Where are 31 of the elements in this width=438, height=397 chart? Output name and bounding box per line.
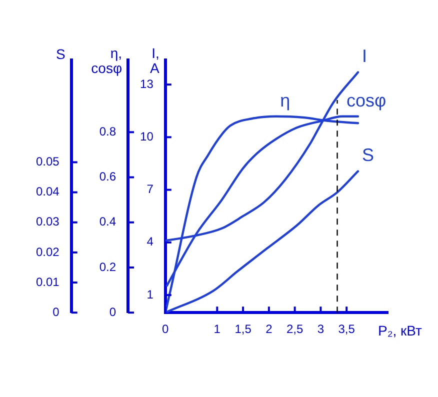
x-tick-label: 0	[162, 322, 170, 336]
y3-tick-label: 0	[52, 304, 60, 319]
y-tick-label: 1	[146, 287, 154, 302]
y-tick-label: 13	[140, 76, 154, 91]
x-tick-label: 2	[266, 322, 273, 336]
y-tick-label: 7	[146, 182, 154, 196]
x-tick-label: 2,5	[286, 322, 304, 336]
y2-tick-label: 0	[109, 304, 116, 319]
y2-tick-label: 0.4	[99, 214, 116, 229]
y3-tick-label: 0.04	[36, 184, 60, 199]
y2-axis-title: η, cosφ	[91, 44, 122, 76]
y-axis-title: I, A	[150, 44, 160, 76]
y2-tick-label: 0.2	[99, 260, 116, 274]
y3-tick-label: 0.01	[36, 274, 60, 289]
y3-tick-label: 0.03	[36, 214, 60, 229]
x-tick-label: 3,5	[338, 322, 356, 336]
x-tick-label: 1,5	[234, 322, 252, 336]
y-tick-label: 4	[146, 234, 154, 249]
y3-tick-label: 0.05	[36, 154, 60, 169]
x-axis-title: P₂, кВт	[378, 322, 423, 338]
y3-tick-label: 0.02	[36, 244, 60, 259]
y-tick-label: 10	[140, 129, 154, 144]
y2-tick-label: 0.8	[99, 124, 116, 138]
series-label: S	[362, 145, 374, 166]
x-tick-label: 3	[317, 322, 324, 336]
x-tick-label: 1	[214, 322, 221, 336]
series-label: I	[362, 46, 367, 66]
y3-axis-title: S	[56, 46, 66, 62]
y2-tick-label: 0.6	[99, 170, 116, 184]
series-label: η	[280, 90, 290, 110]
series-label: cosφ	[346, 90, 386, 110]
